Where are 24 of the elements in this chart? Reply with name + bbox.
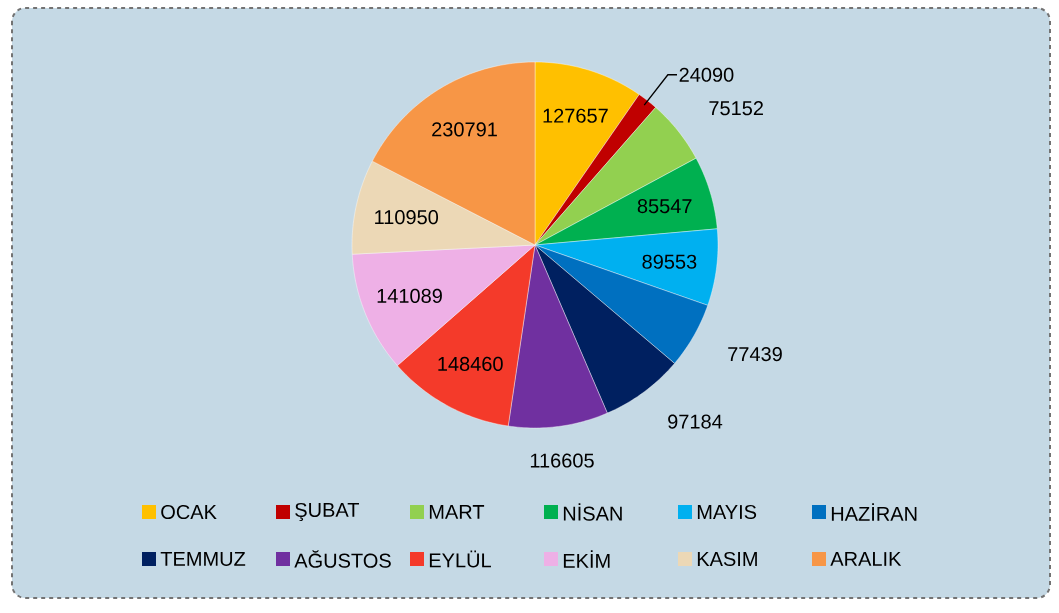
- data-label: 110950: [375, 210, 439, 225]
- data-label: 116605: [530, 453, 594, 468]
- legend-label: ŞUBAT: [295, 502, 360, 522]
- legend-label: NİSAN: [563, 503, 622, 521]
- data-label: 77439: [728, 347, 782, 362]
- data-label: 148460: [438, 356, 503, 371]
- data-label: 89553: [642, 254, 697, 269]
- legend-label: ARALIK: [830, 552, 902, 566]
- data-label: 141089: [377, 288, 442, 303]
- legend-label: TEMMUZ: [160, 552, 246, 566]
- data-label: 24090: [679, 67, 734, 82]
- data-label: 230791: [432, 122, 497, 137]
- data-label: 127657: [543, 108, 608, 123]
- legend-label: MAYIS: [697, 504, 757, 520]
- legend-label: EKİM: [563, 550, 610, 568]
- legend-label: KASIM: [697, 551, 757, 567]
- legend-label: HAZİRAN: [831, 503, 917, 521]
- data-label: 85547: [637, 198, 692, 214]
- data-label: 97184: [668, 414, 723, 429]
- legend-label: MART: [429, 505, 485, 519]
- data-label: 75152: [709, 101, 763, 116]
- legend-label: AĞUSTOS: [294, 550, 391, 568]
- legend-label: EYLÜL: [429, 550, 491, 568]
- legend-label: OCAK: [161, 504, 217, 520]
